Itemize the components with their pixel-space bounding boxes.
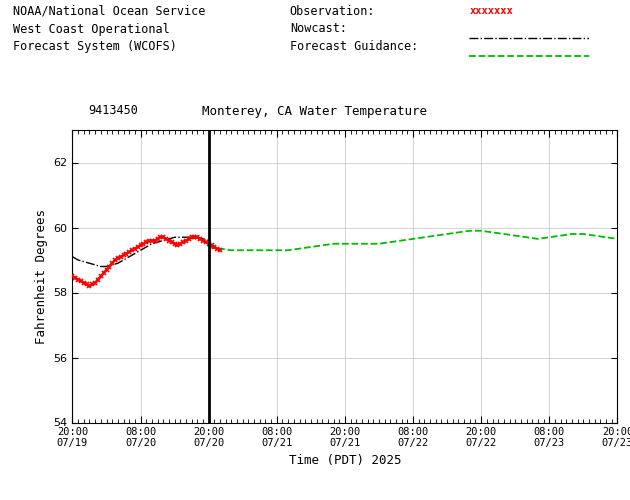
Y-axis label: Fahrenheit Degrees: Fahrenheit Degrees: [35, 209, 48, 344]
Text: 9413450: 9413450: [88, 104, 138, 118]
Text: xxxxxxx: xxxxxxx: [469, 6, 513, 16]
Text: Observation:: Observation:: [290, 5, 375, 18]
Text: Forecast System (WCOFS): Forecast System (WCOFS): [13, 40, 176, 53]
Text: Monterey, CA Water Temperature: Monterey, CA Water Temperature: [202, 104, 428, 118]
Text: Nowcast:: Nowcast:: [290, 22, 346, 36]
Text: Forecast Guidance:: Forecast Guidance:: [290, 40, 418, 53]
Text: NOAA/National Ocean Service: NOAA/National Ocean Service: [13, 5, 205, 18]
Text: West Coast Operational: West Coast Operational: [13, 22, 169, 36]
X-axis label: Time (PDT) 2025: Time (PDT) 2025: [289, 454, 401, 467]
